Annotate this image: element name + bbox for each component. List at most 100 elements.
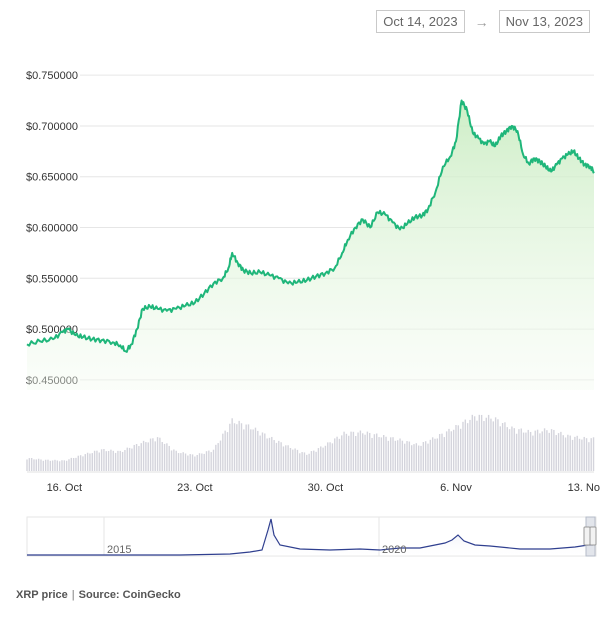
volume-bar — [434, 438, 436, 471]
volume-bar — [334, 438, 336, 471]
volume-bar — [264, 433, 266, 471]
volume-bar — [229, 423, 231, 471]
volume-bar — [168, 445, 170, 471]
volume-bar — [240, 423, 243, 471]
volume-bar — [89, 453, 91, 471]
volume-bar — [567, 434, 569, 471]
volume-bar — [403, 443, 406, 471]
volume-bar — [373, 434, 376, 471]
volume-bar — [54, 459, 56, 471]
volume-bar — [427, 443, 429, 471]
volume-bar — [194, 456, 196, 471]
caption-source: Source: CoinGecko — [78, 589, 181, 601]
volume-bar — [100, 449, 103, 471]
volume-bar — [266, 438, 268, 471]
volume-bar — [492, 421, 494, 471]
volume-bar — [208, 450, 210, 471]
volume-bar — [469, 419, 471, 471]
volume-bar — [471, 414, 474, 471]
volume-bar — [588, 442, 590, 471]
volume-bar — [268, 437, 271, 471]
volume-bar — [287, 445, 289, 471]
volume-bar — [443, 437, 446, 471]
volume-bar — [501, 422, 504, 471]
volume-bar — [324, 445, 327, 471]
navigator-handle-right[interactable] — [589, 526, 597, 546]
volume-bar — [236, 424, 238, 471]
volume-bar — [532, 435, 534, 471]
caption-separator: | — [71, 589, 75, 601]
volume-bar — [378, 437, 380, 471]
x-tick-label: 13. Nov — [568, 482, 600, 494]
volume-bar — [173, 449, 175, 471]
volume-bar — [546, 430, 548, 471]
volume-bar — [184, 453, 187, 471]
volume-bar — [212, 449, 215, 471]
volume-bar — [86, 452, 89, 471]
volume-bar — [226, 432, 229, 471]
volume-bar — [511, 426, 513, 471]
price-line-group — [26, 99, 595, 353]
navigator[interactable]: 2015 2020 — [26, 516, 597, 557]
volume-bar — [343, 431, 345, 471]
volume-bar — [299, 453, 301, 471]
volume-bar — [310, 451, 313, 471]
volume-bar — [448, 428, 450, 471]
volume-bar — [271, 436, 273, 471]
volume-bar — [590, 438, 592, 471]
volume-bar — [417, 445, 420, 471]
volume-bar — [47, 459, 49, 471]
volume-bar — [49, 460, 52, 471]
volume-bar — [352, 431, 355, 471]
y-tick-label: $0.650000 — [26, 172, 78, 184]
volume-bar — [219, 440, 222, 471]
volume-bar — [163, 443, 166, 471]
volume-bar — [259, 435, 261, 471]
caption-title: XRP price — [16, 589, 68, 601]
volume-bar — [177, 453, 180, 471]
volume-bar — [82, 456, 84, 471]
volume-bar — [574, 436, 576, 471]
volume-bar — [413, 444, 415, 471]
volume-bar — [107, 451, 110, 471]
volume-bar — [124, 450, 126, 471]
volume-bar — [140, 443, 142, 471]
volume-bar — [40, 459, 42, 471]
x-tick-label: 6. Nov — [440, 482, 472, 494]
volume-bar — [399, 438, 401, 471]
volume-bar — [294, 448, 296, 471]
volume-bar — [26, 459, 28, 471]
volume-bar — [322, 447, 324, 471]
volume-bar — [37, 458, 40, 471]
volume-bar — [504, 422, 506, 471]
volume-bar — [201, 453, 203, 471]
volume-bar — [485, 417, 487, 471]
date-to-input[interactable]: Nov 13, 2023 — [498, 10, 590, 33]
volume-bar — [536, 429, 539, 471]
date-from-input[interactable]: Oct 14, 2023 — [376, 10, 465, 33]
volume-bar — [275, 442, 278, 471]
volume-bar — [490, 418, 492, 471]
volume-bar — [525, 432, 527, 471]
volume-bar — [392, 437, 394, 471]
volume-bar — [70, 457, 72, 471]
volume-bar — [145, 442, 147, 471]
volume-bar — [131, 448, 133, 471]
navigator-handle-left[interactable] — [583, 526, 591, 546]
volume-bar — [581, 439, 583, 471]
volume-bar — [65, 460, 68, 471]
volume-bar — [247, 424, 250, 471]
volume-bar — [280, 442, 282, 471]
volume-bar — [394, 440, 397, 471]
volume-bar — [273, 440, 275, 471]
volume-bar — [198, 453, 201, 471]
volume-bar — [61, 460, 63, 471]
volume-bar — [494, 417, 497, 471]
volume-bar — [371, 437, 373, 471]
volume-bar — [415, 443, 418, 471]
volume-bar — [98, 452, 100, 471]
volume-bar — [557, 433, 560, 471]
volume-bar — [189, 454, 191, 471]
volume-bar — [560, 431, 562, 471]
